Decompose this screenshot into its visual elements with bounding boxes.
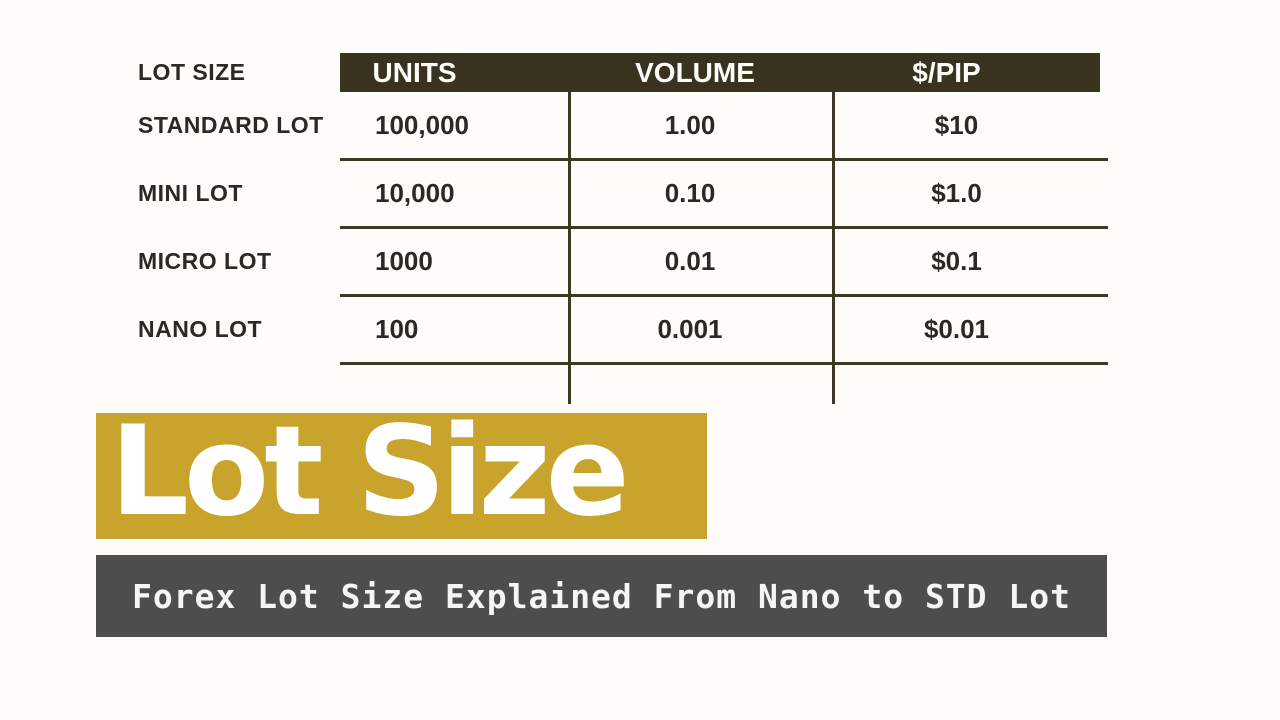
units-value: 1000 (375, 245, 433, 276)
units-value: 100 (375, 313, 419, 344)
row-label: NANO LOT (138, 315, 263, 342)
table-row: STANDARD LOT 100,000 1.00 $10 (0, 91, 1280, 159)
units-value: 10,000 (375, 177, 455, 208)
table-row: MICRO LOT 1000 0.01 $0.1 (0, 227, 1280, 295)
subtitle-banner: Forex Lot Size Explained From Nano to ST… (96, 555, 1107, 637)
page-subtitle: Forex Lot Size Explained From Nano to ST… (131, 576, 1072, 616)
table-corner-label: LOT SIZE (138, 59, 246, 85)
row-separator-line (340, 294, 1108, 297)
row-separator-line (340, 158, 1108, 161)
volume-value: 0.01 (664, 245, 716, 276)
units-value: 100,000 (375, 109, 469, 140)
row-label: MICRO LOT (138, 247, 272, 274)
per-pip-value: $10 (934, 109, 979, 140)
column-header-units: UNITS (372, 56, 457, 88)
volume-value: 0.10 (664, 177, 716, 208)
per-pip-value: $0.01 (923, 313, 990, 344)
per-pip-value: $1.0 (931, 177, 982, 208)
table-row: NANO LOT 100 0.001 $0.01 (0, 295, 1280, 363)
row-label: MINI LOT (138, 179, 243, 206)
row-label: STANDARD LOT (138, 111, 324, 138)
row-separator-line (340, 362, 1108, 365)
column-divider-line (568, 92, 571, 404)
table-header-bar: UNITS VOLUME $/PIP (340, 53, 1100, 92)
per-pip-value: $0.1 (931, 245, 982, 276)
volume-value: 0.001 (657, 313, 723, 344)
column-header-dollar-per-pip: $/PIP (912, 56, 981, 88)
column-divider-line (832, 92, 835, 404)
volume-value: 1.00 (664, 109, 716, 140)
column-header-volume: VOLUME (635, 56, 755, 88)
table-row: MINI LOT 10,000 0.10 $1.0 (0, 159, 1280, 227)
row-separator-line (340, 226, 1108, 229)
title-banner: Lot Size (96, 413, 707, 539)
page-title: Lot Size (110, 413, 630, 539)
